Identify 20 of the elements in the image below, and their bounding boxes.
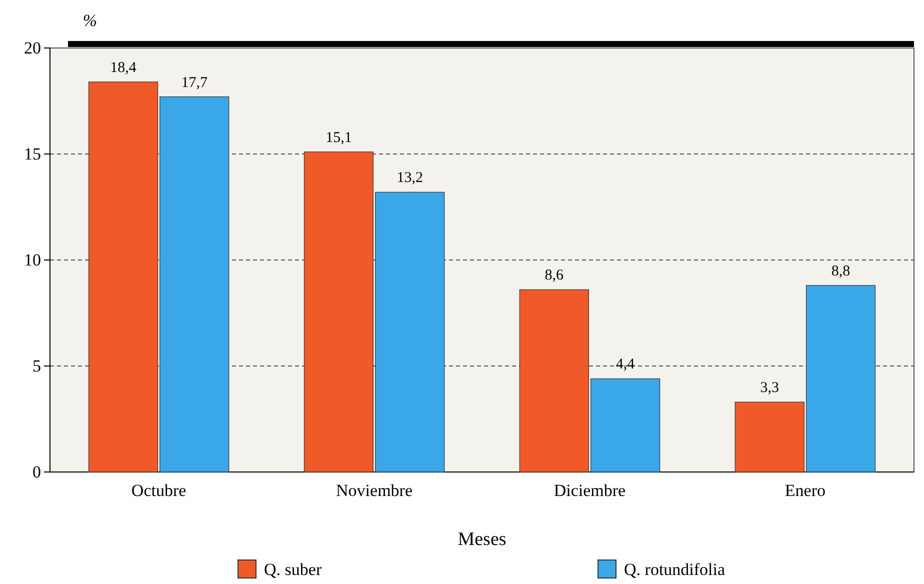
y-tick-label: 10 [24,250,41,270]
data-label: 8,8 [831,263,850,280]
y-axis-title: % [82,11,98,30]
data-label: 17,7 [181,74,208,91]
y-tick-label: 0 [32,462,41,482]
legend-label: Q. suber [264,560,322,579]
x-tick-label: Noviembre [336,481,413,500]
data-label: 13,2 [396,170,423,186]
y-tick-label: 5 [32,356,41,376]
x-tick-label: Enero [784,481,826,500]
legend-label: Q. rotundifolia [624,560,726,579]
data-label: 8,6 [544,268,564,284]
y-tick-label: 15 [24,144,41,164]
x-axis-title: Meses [458,529,506,550]
data-label: 3,3 [760,380,780,396]
x-tick-label: Diciembre [554,481,626,500]
data-label: 15,1 [326,130,352,146]
data-label: 18,4 [110,60,137,76]
y-tick-label: 20 [24,38,41,58]
x-tick-label: Octubre [131,481,186,500]
